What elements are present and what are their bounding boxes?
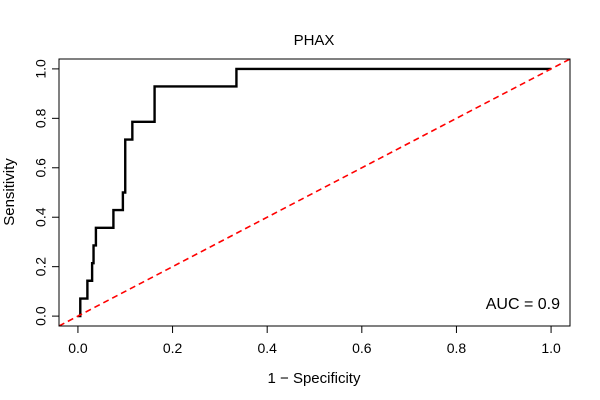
- plot-frame: [58, 58, 571, 327]
- y-tick-label: 0.0: [33, 306, 49, 326]
- x-tick-label: 0.4: [257, 340, 277, 356]
- chart-title: PHAX: [294, 32, 335, 49]
- roc-curve-line: [77, 67, 552, 318]
- y-tick-label: 0.2: [33, 257, 49, 277]
- plot-area: [59, 59, 570, 326]
- y-tick-label: 0.6: [33, 158, 49, 178]
- x-tick-label: 0.6: [352, 340, 372, 356]
- x-axis-label: 1 − Specificity: [268, 370, 361, 387]
- y-tick-label: 1.0: [33, 59, 49, 79]
- x-tick-label: 1.0: [541, 340, 561, 356]
- y-tick-label: 0.8: [33, 108, 49, 128]
- x-tick-label: 0.2: [163, 340, 183, 356]
- y-axis-label: Sensitivity: [1, 158, 18, 226]
- y-axis: 0.0 0.2 0.4 0.6 0.8 1.0: [33, 59, 60, 326]
- x-tick-label: 0.0: [68, 340, 88, 356]
- x-tick-label: 0.8: [447, 340, 467, 356]
- reference-diagonal-line: [59, 59, 570, 326]
- y-tick-label: 0.4: [33, 207, 49, 227]
- auc-annotation: AUC = 0.9: [486, 296, 560, 313]
- x-axis: 0.0 0.2 0.4 0.6 0.8 1.0: [68, 325, 561, 356]
